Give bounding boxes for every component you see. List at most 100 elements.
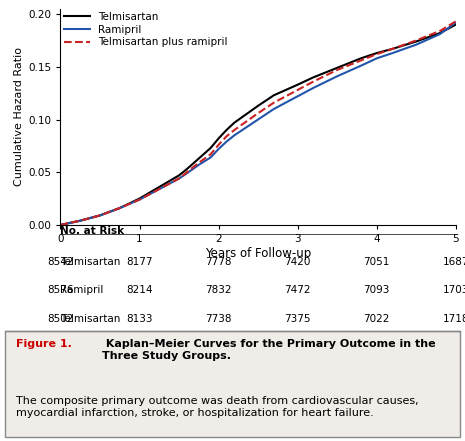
Y-axis label: Cumulative Hazard Ratio: Cumulative Hazard Ratio <box>14 47 24 187</box>
Text: Kaplan–Meier Curves for the Primary Outcome in the Three Study Groups.: Kaplan–Meier Curves for the Primary Outc… <box>102 339 435 361</box>
Telmisartan <box>334 65 340 71</box>
Text: plus ramipril: plus ramipril <box>60 341 133 351</box>
Telmisartan plus ramipril <box>117 206 122 211</box>
Telmisartan <box>137 196 142 201</box>
Ramipril <box>390 50 395 56</box>
Legend: Telmisartan, Ramipril, Telmisartan plus ramipril: Telmisartan, Ramipril, Telmisartan plus … <box>64 12 227 47</box>
Telmisartan plus ramipril <box>58 222 63 228</box>
Line: Telmisartan: Telmisartan <box>60 25 456 225</box>
Text: 8133: 8133 <box>126 314 153 324</box>
Telmisartan plus ramipril <box>77 218 83 223</box>
Telmisartan plus ramipril <box>374 52 379 57</box>
Telmisartan <box>156 184 162 190</box>
Telmisartan <box>77 218 83 223</box>
Telmisartan <box>184 166 190 172</box>
X-axis label: Years of Follow-up: Years of Follow-up <box>205 247 311 260</box>
Telmisartan <box>224 127 229 133</box>
Telmisartan plus ramipril <box>390 46 395 52</box>
Text: 8502: 8502 <box>47 314 73 324</box>
Telmisartan plus ramipril <box>137 197 142 202</box>
Ramipril <box>97 213 103 218</box>
Telmisartan <box>97 213 103 218</box>
Telmisartan <box>437 30 443 36</box>
Telmisartan <box>196 156 202 161</box>
Ramipril <box>77 218 83 223</box>
Telmisartan plus ramipril <box>232 127 237 133</box>
Text: 7832: 7832 <box>206 285 232 295</box>
Telmisartan plus ramipril <box>437 28 443 34</box>
Telmisartan plus ramipril <box>176 176 182 181</box>
Ramipril <box>184 171 190 176</box>
Telmisartan <box>176 173 182 178</box>
Telmisartan plus ramipril <box>311 79 316 84</box>
Text: 7738: 7738 <box>206 314 232 324</box>
Ramipril <box>358 63 364 68</box>
Text: 7051: 7051 <box>364 257 390 266</box>
Ramipril <box>196 162 202 168</box>
Ramipril <box>156 187 162 192</box>
Ramipril <box>255 117 261 122</box>
Text: 1687: 1687 <box>443 257 465 266</box>
Text: Figure 1.: Figure 1. <box>16 339 72 349</box>
Text: Ramipril: Ramipril <box>60 285 104 295</box>
Telmisartan plus ramipril <box>453 19 458 24</box>
Text: No. at Risk: No. at Risk <box>60 227 125 236</box>
Text: 1718: 1718 <box>443 314 465 324</box>
Telmisartan <box>58 222 63 228</box>
Telmisartan <box>358 56 364 61</box>
Text: 7778: 7778 <box>206 257 232 266</box>
Text: Telmisartan: Telmisartan <box>60 257 121 266</box>
Telmisartan plus ramipril <box>358 58 364 63</box>
Ramipril <box>437 31 443 37</box>
Telmisartan plus ramipril <box>97 213 103 218</box>
Telmisartan plus ramipril <box>184 169 190 175</box>
Text: Telmisartan: Telmisartan <box>60 314 121 324</box>
Telmisartan plus ramipril <box>271 100 277 105</box>
Telmisartan plus ramipril <box>413 38 419 43</box>
Text: 8177: 8177 <box>126 257 153 266</box>
Telmisartan plus ramipril <box>196 160 202 165</box>
Telmisartan <box>232 120 237 125</box>
Text: 8576: 8576 <box>47 285 73 295</box>
Telmisartan <box>208 146 213 151</box>
Text: 7022: 7022 <box>364 314 390 324</box>
Telmisartan <box>295 82 300 87</box>
Ramipril <box>224 139 229 144</box>
Telmisartan <box>390 46 395 52</box>
Text: 7472: 7472 <box>285 285 311 295</box>
Text: 8214: 8214 <box>126 285 153 295</box>
Text: 7093: 7093 <box>364 285 390 295</box>
Telmisartan <box>255 103 261 108</box>
Telmisartan <box>311 75 316 80</box>
Text: 1703: 1703 <box>443 285 465 295</box>
Ramipril <box>311 85 316 90</box>
Telmisartan <box>453 22 458 27</box>
Text: The composite primary outcome was death from cardiovascular causes, myocardial i: The composite primary outcome was death … <box>16 396 418 418</box>
Telmisartan <box>271 93 277 98</box>
Telmisartan plus ramipril <box>295 87 300 93</box>
Ramipril <box>176 176 182 181</box>
FancyBboxPatch shape <box>5 331 460 437</box>
Ramipril <box>208 155 213 160</box>
Telmisartan <box>374 50 379 56</box>
Telmisartan plus ramipril <box>216 142 221 147</box>
Text: 8542: 8542 <box>47 257 73 266</box>
Ramipril <box>413 42 419 47</box>
Line: Telmisartan plus ramipril: Telmisartan plus ramipril <box>60 22 456 225</box>
Ramipril <box>137 197 142 202</box>
Ramipril <box>453 20 458 25</box>
Ramipril <box>271 106 277 112</box>
Ramipril <box>334 74 340 79</box>
Telmisartan <box>216 136 221 141</box>
Ramipril <box>374 56 379 61</box>
Text: 7420: 7420 <box>285 257 311 266</box>
Telmisartan plus ramipril <box>224 134 229 139</box>
Ramipril <box>232 133 237 138</box>
Ramipril <box>295 93 300 99</box>
Line: Ramipril: Ramipril <box>60 22 456 225</box>
Ramipril <box>58 222 63 228</box>
Telmisartan plus ramipril <box>208 152 213 157</box>
Ramipril <box>216 146 221 152</box>
Telmisartan plus ramipril <box>334 67 340 73</box>
Telmisartan plus ramipril <box>156 187 162 192</box>
